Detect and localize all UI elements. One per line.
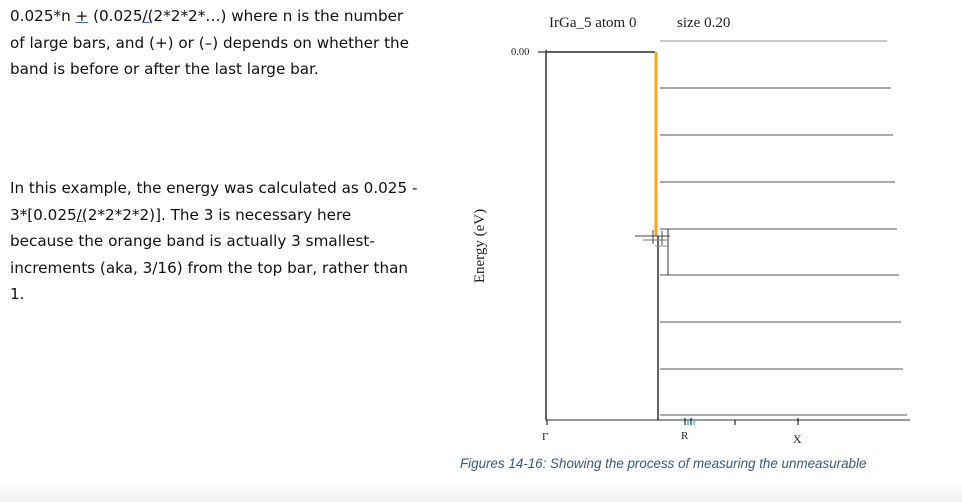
page-bottom-strip [0,482,962,502]
example-line-2: 3*[0.025/(2*2*2*2)]. The 3 is necessary … [10,205,352,224]
formula-line-2: of large bars, and (+) or (–) depends on… [10,33,410,52]
example-line-1: In this example, the energy was calculat… [10,179,418,197]
example-line-5: 1. [10,285,25,304]
formula-paragraph: 0.025*n + (0.025/(2*2*2*…) where n is th… [10,3,409,83]
example-paragraph: In this example, the energy was calculat… [10,175,417,308]
formula-line-3: band is before or after the last large b… [10,60,319,79]
y-tick-label: 0.00 [511,47,529,58]
plot-size-label: size 0.20 [677,15,730,31]
formula-line-1: 0.025*n + (0.025/(2*2*2*…) where n is th… [10,7,404,25]
x-tick-label-gamma: Γ [542,431,548,443]
y-axis-label: Energy (eV) [472,209,488,283]
x-tick-label-x: X [793,432,802,446]
plot-title: IrGa_5 atom 0 [549,15,636,31]
x-tick-label-r: R [681,430,689,442]
example-line-3: because the orange band is actually 3 sm… [10,232,375,251]
figure-caption: Figures 14-16: Showing the process of me… [460,456,867,471]
band-plot-figure: IrGa_5 atom 0 size 0.20 Energy (eV) 0.00 [472,15,910,446]
example-line-4: increments (aka, 3/16) from the top bar,… [10,258,409,277]
